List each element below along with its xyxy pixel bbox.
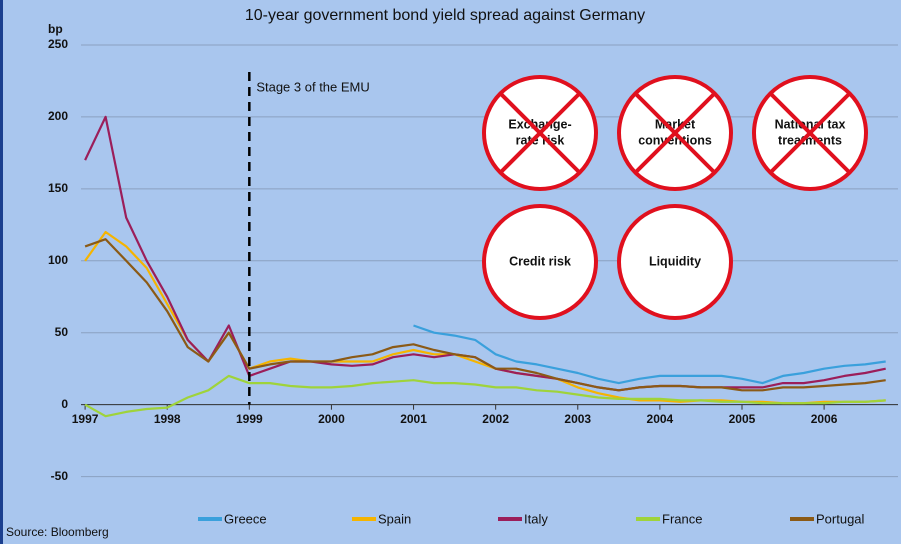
legend-label: Greece bbox=[224, 511, 267, 526]
emu-label: Stage 3 of the EMU bbox=[256, 79, 369, 94]
badge-text: treatments bbox=[778, 133, 842, 147]
x-tick-label: 2004 bbox=[647, 412, 674, 426]
y-tick-label: 100 bbox=[48, 253, 68, 267]
y-tick-label: -50 bbox=[51, 469, 69, 483]
series-line bbox=[84, 374, 886, 418]
badge-text: National tax bbox=[775, 117, 846, 131]
x-tick-label: 2005 bbox=[729, 412, 756, 426]
risk-badge: National tax treatments bbox=[752, 75, 868, 191]
badge-text: Exchange- bbox=[508, 117, 571, 131]
x-tick-label: 2003 bbox=[564, 412, 591, 426]
series-line bbox=[413, 324, 886, 385]
risk-badge: Liquidity bbox=[617, 204, 733, 320]
legend-label: France bbox=[662, 511, 702, 526]
y-tick-label: 150 bbox=[48, 181, 68, 195]
x-tick-label: 1997 bbox=[72, 412, 99, 426]
cross bbox=[498, 91, 582, 175]
series-line bbox=[84, 238, 886, 392]
x-tick-label: 2001 bbox=[400, 412, 427, 426]
chart-title: 10-year government bond yield spread aga… bbox=[245, 7, 645, 24]
badge-circle bbox=[617, 204, 733, 320]
cross bbox=[633, 91, 717, 175]
x-tick-label: 2002 bbox=[482, 412, 509, 426]
legend-label: Spain bbox=[378, 511, 411, 526]
legend-label: Italy bbox=[524, 511, 548, 526]
y-tick-label: 0 bbox=[61, 397, 68, 411]
y-tick-label: 50 bbox=[55, 325, 69, 339]
badge-text: Liquidity bbox=[649, 254, 701, 268]
badge-circle bbox=[482, 204, 598, 320]
left-border bbox=[0, 0, 3, 544]
source: Source: Bloomberg bbox=[6, 525, 109, 539]
x-tick-label: 1999 bbox=[236, 412, 263, 426]
y-tick-label: 250 bbox=[48, 37, 68, 51]
x-tick-label: 2006 bbox=[811, 412, 838, 426]
x-tick-label: 2000 bbox=[318, 412, 345, 426]
y-axis-label: bp bbox=[48, 22, 63, 36]
badge-text: Credit risk bbox=[509, 254, 571, 268]
risk-badge: Credit risk bbox=[482, 204, 598, 320]
legend-label: Portugal bbox=[816, 511, 865, 526]
x-tick-label: 1998 bbox=[154, 412, 181, 426]
y-tick-label: 200 bbox=[48, 109, 68, 123]
badge-text: conventions bbox=[638, 133, 712, 147]
cross bbox=[768, 91, 852, 175]
risk-badge: Exchange-rate risk bbox=[482, 75, 598, 191]
